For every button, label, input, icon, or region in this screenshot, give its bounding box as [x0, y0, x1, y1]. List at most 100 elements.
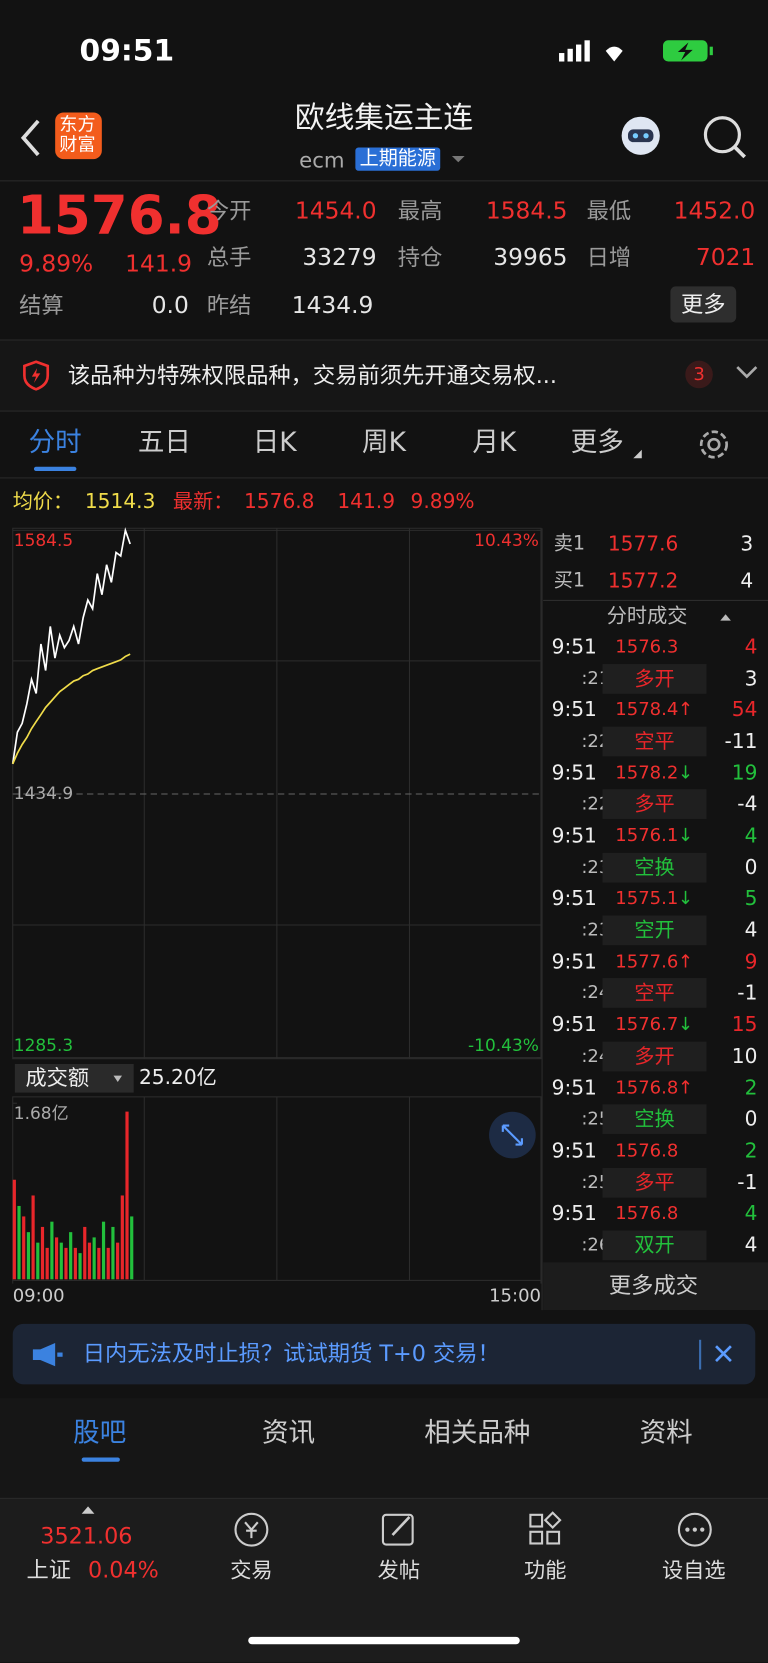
- trade-time: 9:51: [551, 1076, 597, 1100]
- nav-item[interactable]: 发帖: [377, 1557, 421, 1583]
- trade-price: 1576.3: [615, 636, 679, 658]
- tab[interactable]: 五日: [137, 426, 191, 458]
- trade-sub-volume: 10: [731, 1044, 758, 1069]
- trade-type: 双开: [634, 1233, 675, 1257]
- section-tab[interactable]: 资讯: [262, 1417, 316, 1448]
- volume-bar: [50, 1221, 54, 1280]
- tab-underline: [81, 1457, 120, 1462]
- trade-sub-volume: 4: [744, 1233, 758, 1257]
- trade-sub-volume: 4: [744, 918, 758, 943]
- trade-arrow: ↓: [677, 888, 693, 910]
- trade-arrow: ↑: [677, 1077, 693, 1099]
- book-price: 1577.6: [607, 532, 679, 556]
- section-tab[interactable]: 资料: [639, 1417, 693, 1448]
- avg-label: 均价：: [12, 490, 74, 514]
- trade-volume: 4: [744, 1202, 758, 1226]
- volume-bar: [64, 1247, 68, 1280]
- nav-item[interactable]: 设自选: [661, 1557, 726, 1583]
- volume-bar: [22, 1216, 26, 1280]
- trade-sub-volume: 3: [744, 666, 758, 691]
- volume-bar: [31, 1195, 35, 1280]
- divider: [0, 180, 768, 182]
- trade-price: 1576.7: [615, 1014, 679, 1036]
- field-label: 结算: [19, 292, 64, 319]
- trade-price: 1576.1: [615, 825, 679, 847]
- notice-bar[interactable]: [0, 339, 768, 412]
- trade-type: 空换: [634, 855, 675, 880]
- nav-icons: [234, 1511, 712, 1547]
- promo-banner[interactable]: [12, 1323, 756, 1385]
- volume-bar: [92, 1237, 96, 1280]
- tab[interactable]: 周K: [362, 426, 406, 458]
- more-tab-icon: [633, 449, 642, 459]
- trade-volume: 4: [744, 635, 758, 659]
- app-logo: 东方 财富: [55, 112, 102, 160]
- trade-arrow: ↓: [677, 825, 693, 847]
- field-label: 最高: [397, 198, 443, 224]
- series-line: [11, 527, 131, 765]
- notice-count: 3: [685, 360, 713, 389]
- volume-bar: [36, 1242, 40, 1280]
- more-trades-button[interactable]: [543, 1262, 768, 1311]
- volume-bar: [106, 1247, 110, 1280]
- trade-sub-volume: -1: [737, 981, 758, 1006]
- tab[interactable]: 月K: [472, 426, 517, 458]
- trade-price: 1576.8: [615, 1140, 679, 1162]
- settings-button[interactable]: [696, 426, 732, 462]
- trade-type: 多平: [634, 792, 675, 817]
- trade-price: 1576.8: [615, 1077, 679, 1099]
- back-button[interactable]: [17, 117, 49, 159]
- field-value: 1584.5: [485, 198, 568, 225]
- volume-bar: [130, 1216, 134, 1280]
- expand-icon[interactable]: [735, 365, 758, 380]
- volume-bar: [116, 1242, 120, 1280]
- trade-time: 9:51: [551, 887, 597, 911]
- contract-code: ecm: [299, 147, 345, 173]
- trade-time: 9:51: [551, 698, 597, 722]
- trade-volume: 15: [731, 1013, 758, 1037]
- status-time: 09:51: [79, 32, 175, 68]
- field-label: 最低: [586, 198, 632, 224]
- page-title: 欧线集运主连: [294, 99, 474, 135]
- section-tab[interactable]: 相关品种: [424, 1417, 531, 1448]
- close-button[interactable]: [713, 1343, 734, 1364]
- trade-arrow: ↓: [677, 762, 693, 784]
- tab[interactable]: 分时: [28, 426, 82, 458]
- trade-volume: 2: [744, 1139, 758, 1163]
- more-button[interactable]: 更多: [670, 286, 737, 323]
- index-value[interactable]: 3521.06: [40, 1523, 133, 1549]
- field-value: 7021: [695, 245, 756, 272]
- divider: [699, 1339, 702, 1370]
- trade-volume: 54: [731, 698, 758, 722]
- trade-volume: 5: [744, 887, 758, 911]
- field-label: 日增: [586, 245, 632, 271]
- y-tick-label: 1.68亿: [14, 1104, 69, 1124]
- trade-arrow: ↓: [677, 1014, 693, 1036]
- section-tab-bar: [0, 1398, 768, 1499]
- x-tick-label: 15:00: [489, 1285, 541, 1306]
- nav-item[interactable]: 功能: [524, 1557, 567, 1583]
- field-value: 39965: [493, 245, 568, 272]
- field-label: 持仓: [397, 245, 443, 271]
- shield-icon: [23, 360, 50, 391]
- trade-price: 1575.1: [615, 888, 679, 910]
- tab[interactable]: 日K: [252, 426, 297, 458]
- y-tick-label: 1584.5: [14, 531, 73, 551]
- y2-tick-label: -10.43%: [468, 1036, 539, 1056]
- trade-price: 1576.8: [615, 1203, 679, 1225]
- tab[interactable]: 更多: [570, 426, 624, 458]
- volume-selector[interactable]: [14, 1063, 134, 1093]
- up-icon: [81, 1506, 95, 1514]
- trade-type-bg: [602, 663, 707, 694]
- search-button[interactable]: [700, 112, 749, 161]
- trade-type-bg: [602, 915, 707, 946]
- volume-bar: [17, 1205, 21, 1280]
- nav-item[interactable]: 交易: [230, 1557, 273, 1583]
- volume-bar: [120, 1195, 124, 1280]
- volume-bar: [54, 1237, 59, 1280]
- index-name: 上证: [26, 1557, 72, 1583]
- robot-icon[interactable]: [615, 112, 668, 161]
- dropdown-icon[interactable]: [450, 154, 467, 165]
- section-tab[interactable]: 股吧: [73, 1417, 127, 1448]
